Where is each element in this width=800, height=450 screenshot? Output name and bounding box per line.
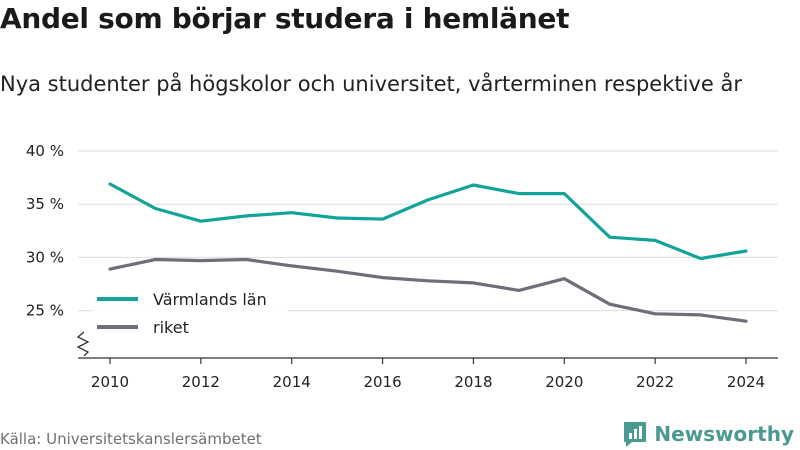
x-tick-label: 2018 [454,373,492,391]
series-line-riket [108,257,748,323]
x-tick-label: 2016 [363,373,401,391]
y-tick-label: 40 % [26,142,64,160]
legend-label: riket [153,318,189,337]
source-note: Källa: Universitetskanslersämbetet [0,430,262,448]
axis-break-icon [76,331,90,357]
series-line-varmlands-lan [108,182,748,261]
brand-logo: Newsworthy [622,420,794,448]
x-tick-label: 2022 [636,373,674,391]
legend-label: Värmlands län [153,290,267,309]
y-axis-labels: 25 % 30 % 35 % 40 % [26,142,64,320]
y-tick-label: 25 % [26,302,64,320]
x-tick-label: 2024 [727,373,765,391]
newsworthy-logo-icon [624,422,647,447]
x-tick-label: 2012 [182,373,220,391]
y-tick-label: 35 % [26,195,64,213]
legend-background [92,286,288,342]
y-tick-label: 30 % [26,248,64,266]
x-tick-label: 2010 [91,373,129,391]
data-series [108,182,748,323]
x-axis: 2010 2012 2014 2016 2018 2020 2022 2024 [78,357,778,391]
brand-name: Newsworthy [654,422,794,446]
legend: Värmlands län riket [92,286,288,342]
chart-subtitle: Nya studenter på högskolor och universit… [0,72,742,96]
x-tick-label: 2020 [545,373,583,391]
x-tick-label: 2014 [273,373,311,391]
chart-title: Andel som börjar studera i hemlänet [0,2,570,35]
